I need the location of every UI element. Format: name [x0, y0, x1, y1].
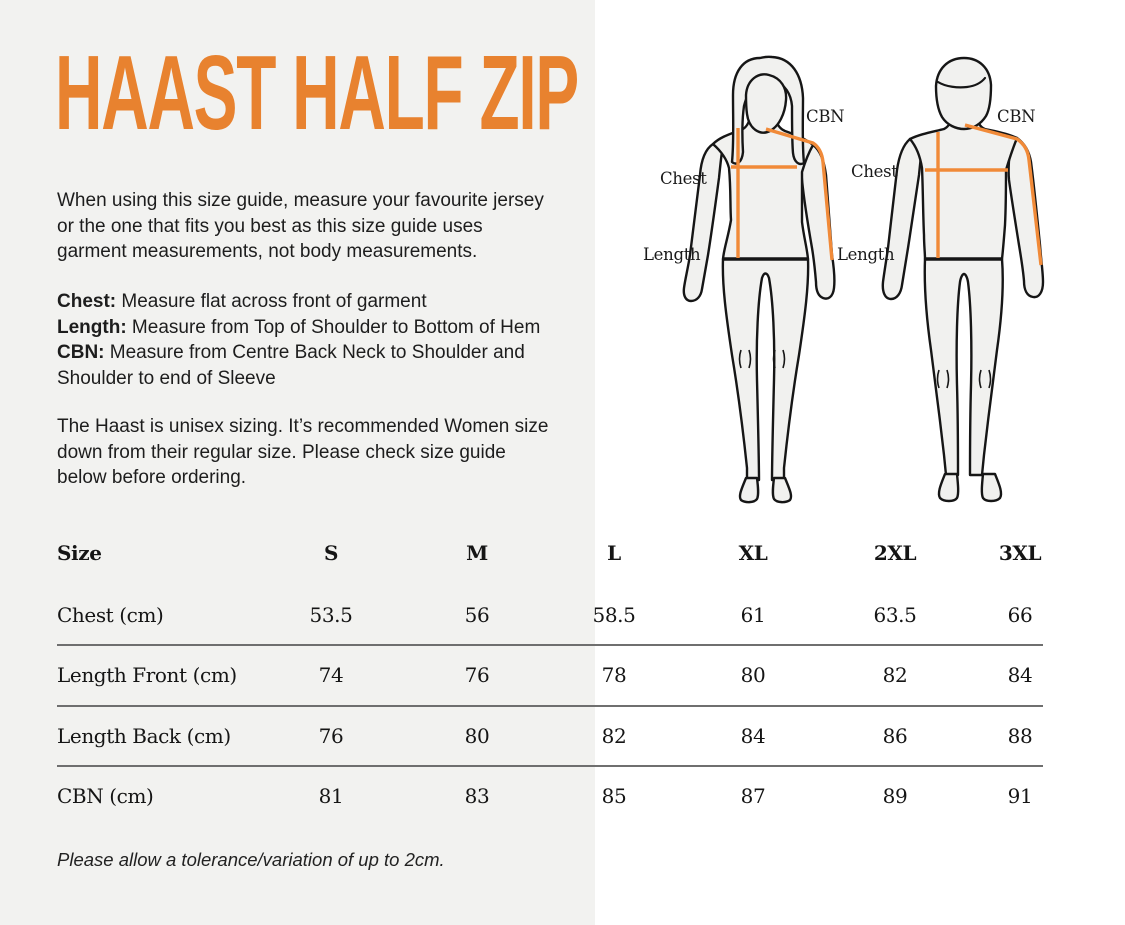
- page-title-wrap: HAAST HALF ZIP: [55, 38, 595, 156]
- male-length-label: Length: [837, 245, 895, 264]
- table-cell: 87: [740, 784, 766, 808]
- table-cell: 84: [1007, 663, 1033, 687]
- male-cbn-measure-line: [964, 123, 1043, 266]
- header-2xl: 2XL: [873, 541, 917, 565]
- table-row-length-back: Length Back (cm) 76 80 82 84 86 88: [57, 723, 1043, 749]
- male-knee-marks: [936, 369, 992, 389]
- table-cell: 63.5: [873, 603, 917, 627]
- female-face: [744, 73, 788, 134]
- def-text-length: Measure from Top of Shoulder to Bottom o…: [126, 316, 541, 338]
- male-left-arm: [881, 137, 924, 301]
- table-cell: 89: [882, 784, 908, 808]
- table-row-length-front: Length Front (cm) 74 76 78 80 82 84: [57, 662, 1043, 688]
- female-chest-label: Chest: [660, 169, 707, 188]
- row-label-cbn: CBN (cm): [57, 784, 154, 808]
- female-left-foot: [738, 476, 760, 504]
- male-hair-fringe: [936, 76, 987, 89]
- table-cell: 53.5: [309, 603, 353, 627]
- male-cbn-label: CBN: [997, 107, 1036, 126]
- header-m: M: [466, 541, 488, 565]
- table-row-cbn: CBN (cm) 81 83 85 87 89 91: [57, 783, 1043, 809]
- male-head: [934, 56, 993, 131]
- male-legs: [923, 257, 1004, 477]
- table-cell: 56: [464, 603, 490, 627]
- def-term-length: Length:: [57, 316, 127, 338]
- header-l: L: [607, 541, 621, 565]
- female-length-label: Length: [643, 245, 701, 264]
- def-term-cbn: CBN:: [57, 342, 105, 363]
- male-right-foot: [980, 472, 1003, 503]
- intro-paragraph: When using this size guide, measure your…: [57, 190, 544, 262]
- row-label-length-back: Length Back (cm): [57, 724, 231, 748]
- female-left-arm: [682, 142, 724, 303]
- table-cell: 81: [318, 784, 344, 808]
- left-content-panel: [0, 0, 595, 925]
- table-cell: 58.5: [592, 603, 636, 627]
- female-cbn-measure-line: [765, 127, 834, 261]
- male-left-foot: [937, 472, 960, 503]
- table-divider: [57, 765, 1043, 767]
- table-divider: [57, 705, 1043, 707]
- def-text-cbn: Measure from Centre Back Neck to Shoulde…: [57, 342, 525, 389]
- def-text-chest: Measure flat across front of garment: [116, 291, 427, 312]
- table-cell: 82: [882, 663, 908, 687]
- table-header-row: Size S M L XL 2XL 3XL: [57, 540, 1043, 566]
- def-term-chest: Chest:: [57, 291, 117, 312]
- header-size: Size: [57, 541, 102, 565]
- header-xl: XL: [738, 541, 768, 565]
- table-divider: [57, 644, 1043, 646]
- table-cell: 74: [318, 663, 344, 687]
- table-cell: 80: [740, 663, 766, 687]
- table-cell: 88: [1007, 724, 1033, 748]
- female-legs: [721, 257, 810, 482]
- table-cell: 91: [1007, 784, 1033, 808]
- table-cell: 84: [740, 724, 766, 748]
- male-chest-label: Chest: [851, 162, 898, 181]
- table-cell: 80: [464, 724, 490, 748]
- table-cell: 82: [601, 724, 627, 748]
- measurement-definitions: Chest: Measure flat across front of garm…: [57, 289, 589, 391]
- unisex-sizing-note: The Haast is unisex sizing. It’s recomme…: [57, 416, 549, 488]
- table-cell: 66: [1007, 603, 1033, 627]
- female-figure-diagram: [682, 55, 836, 504]
- table-cell: 76: [464, 663, 490, 687]
- header-3xl: 3XL: [998, 541, 1042, 565]
- table-cell: 85: [601, 784, 627, 808]
- row-label-chest: Chest (cm): [57, 603, 164, 627]
- page-title: HAAST HALF ZIP: [55, 34, 579, 152]
- table-cell: 83: [464, 784, 490, 808]
- female-right-foot: [771, 476, 793, 504]
- male-right-arm: [1007, 136, 1045, 299]
- female-knee-marks: [738, 349, 786, 369]
- tolerance-note: Please allow a tolerance/variation of up…: [57, 849, 445, 870]
- header-s: S: [323, 541, 339, 565]
- table-cell: 61: [740, 603, 766, 627]
- row-label-length-front: Length Front (cm): [57, 663, 237, 687]
- female-cbn-label: CBN: [806, 107, 845, 126]
- table-row-chest: Chest (cm) 53.5 56 58.5 61 63.5 66: [57, 602, 1043, 628]
- male-figure-diagram: [881, 56, 1045, 503]
- table-cell: 76: [318, 724, 344, 748]
- table-cell: 78: [601, 663, 627, 687]
- table-cell: 86: [882, 724, 908, 748]
